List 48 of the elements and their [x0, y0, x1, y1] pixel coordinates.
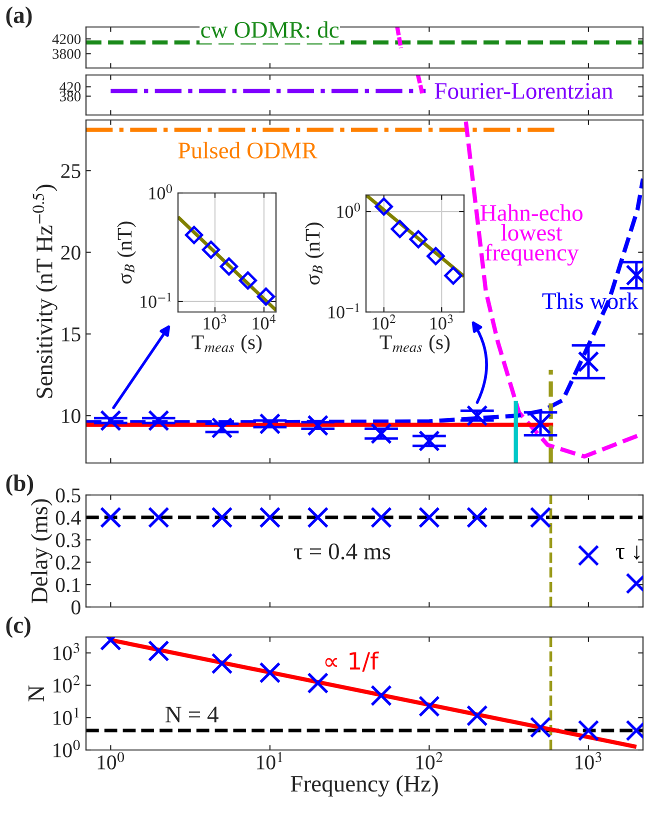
y-tick-label: 10$^{0}$	[54, 740, 80, 758]
y-axis-title: Sensitivity (nT Hz$^{−0.5}$)	[32, 184, 58, 398]
y-tick-label: 4200	[52, 34, 81, 44]
y-axis-title: N	[28, 686, 44, 702]
y-axis-title: Delay (ms)	[30, 499, 52, 604]
x-tick-label: 10$^{2}$	[416, 752, 443, 770]
y-tick-label: 0.2	[56, 556, 80, 570]
series-label: Pulsed ODMR	[178, 142, 318, 158]
y-tick-label: 25	[61, 164, 80, 178]
y-tick-label: 380	[60, 92, 81, 102]
chart-title: (c)	[6, 616, 30, 638]
x-axis-title: T$_{meas}$ (s)	[192, 334, 262, 354]
x-axis-title: T$_{meas}$ (s)	[380, 334, 450, 354]
y-tick-label: 10$^{−1}$	[140, 292, 171, 308]
series-label: This work	[542, 292, 638, 310]
y-tick-label: 420	[60, 82, 81, 92]
y-tick-label: 0.5	[56, 488, 80, 503]
y-axis-title: σ$_{B}$ (nT)	[117, 222, 136, 284]
y-tick-label: 0.3	[56, 533, 80, 548]
series-label: Hahn-echo lowest frequency	[480, 204, 582, 266]
y-tick-label: 10$^{2}$	[54, 675, 80, 693]
x-tick-label: 10$^{4}$	[252, 314, 276, 330]
y-tick-label: 0.1	[56, 578, 80, 592]
x-tick-label: 10$^{3}$	[204, 314, 226, 330]
x-tick-label: 10$^{3}$	[430, 314, 453, 330]
y-tick-label: 0.4	[56, 510, 81, 525]
x-tick-label: 10$^{2}$	[372, 314, 396, 330]
y-tick-label: 0	[72, 600, 80, 614]
y-tick-label: 3800	[52, 49, 81, 59]
y-tick-label: 10	[62, 409, 80, 424]
x-tick-label: 10$^{0}$	[98, 752, 124, 770]
y-tick-label: 20	[61, 246, 80, 260]
x-tick-label: 10$^{1}$	[257, 752, 282, 770]
y-tick-label: 15	[62, 327, 80, 342]
chart-title: (a)	[6, 6, 32, 28]
y-tick-label: 10$^{3}$	[54, 642, 80, 660]
annotation: τ ↓	[616, 546, 640, 560]
x-axis-title: Frequency (Hz)	[290, 775, 438, 797]
annotation: ∝ 1/f	[325, 652, 379, 672]
series-label: Fourier-Lorentzian	[434, 83, 613, 99]
y-tick-label: 10$^{1}$	[54, 708, 79, 725]
ref-line-label: N = 4	[166, 706, 218, 722]
y-axis-title: σ$_{B}$ (nT)	[305, 222, 324, 285]
y-tick-label: 10$^{−1}$	[328, 303, 359, 318]
chart-title: (b)	[6, 474, 34, 496]
ref-line-label: τ = 0.4 ms	[294, 543, 390, 560]
x-tick-label: 10$^{3}$	[576, 752, 602, 770]
series-label: cw ODMR: dc	[201, 21, 339, 38]
